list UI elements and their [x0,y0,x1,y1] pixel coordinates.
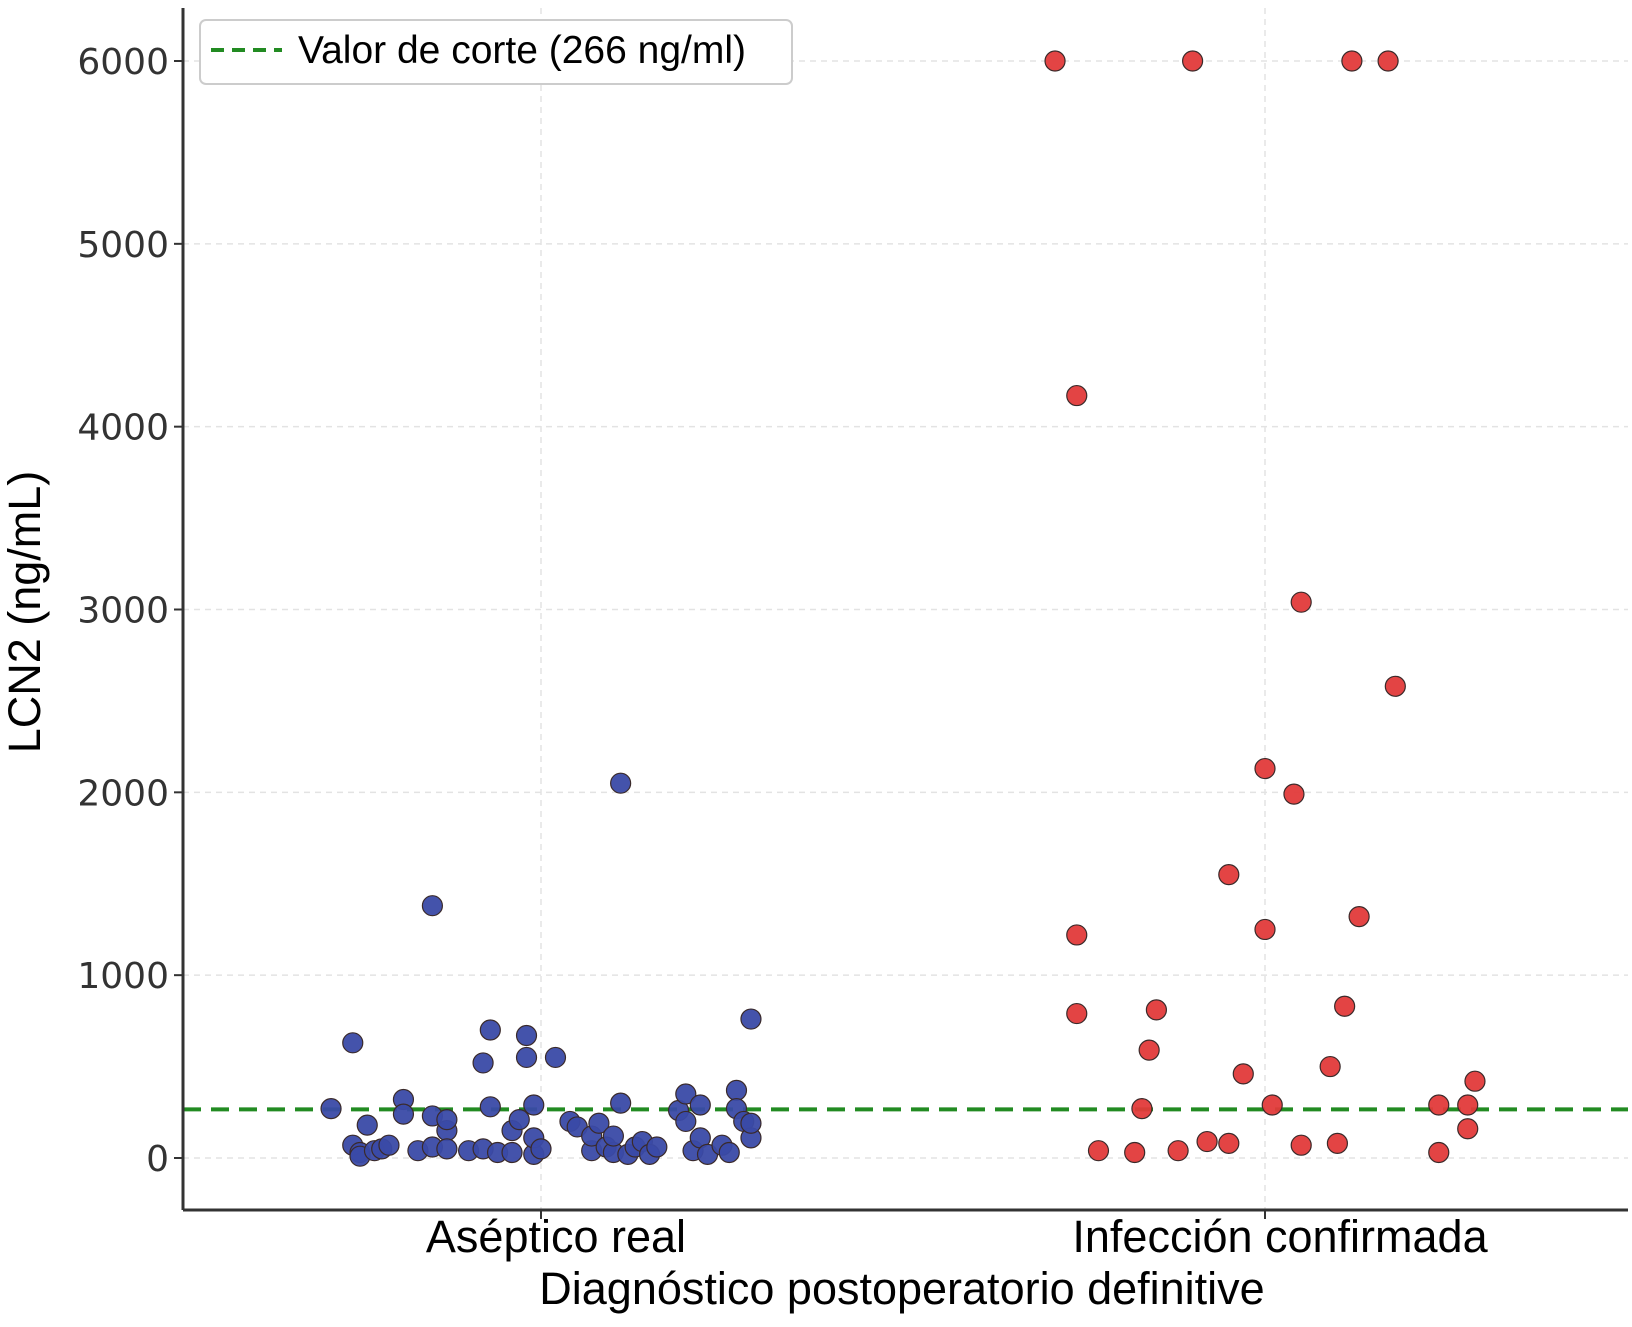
aseptic-point [479,1096,501,1118]
infection-point [1290,1134,1312,1156]
infection-point [1283,783,1305,805]
infection-point [1377,50,1399,72]
legend-cutoff-label: Valor de corte (266 ng/ml) [298,29,746,72]
aseptic-point [588,1112,610,1134]
aseptic-point [501,1141,523,1164]
infection-point [1066,924,1088,946]
aseptic-point [725,1079,748,1101]
infection-point [1218,864,1240,886]
infection-point [1428,1141,1450,1164]
infection-point [1341,50,1363,72]
infection-point [1218,1132,1240,1154]
aseptic-point [378,1134,400,1156]
axes [174,8,1628,1219]
x-tick-label: Aséptico real [426,1211,686,1262]
aseptic-point [646,1136,668,1158]
aseptic-point [515,1046,538,1069]
aseptic-point [544,1046,567,1069]
infection-point [1254,918,1276,941]
y-tick-label: 3000 [77,591,169,632]
infection-point [1254,757,1276,780]
legend-box [199,19,793,85]
aseptic-point [689,1094,711,1116]
infection-point [1044,50,1066,72]
infection-point [1066,384,1088,407]
x-tick-label: Infección confirmada [1072,1211,1488,1262]
aseptic-point [523,1094,545,1116]
aseptic-point [436,1109,458,1131]
infection-point [1196,1130,1218,1153]
infection-point [1384,675,1406,697]
aseptic-point [740,1008,762,1030]
aseptic-point [610,772,632,794]
aseptic-point [610,1092,632,1114]
infection-point [1087,1140,1110,1162]
y-tick-label: 1000 [77,956,169,997]
infection-point [1145,999,1168,1021]
infection-point [1131,1098,1153,1120]
aseptic-point [740,1112,762,1134]
y-tick-label: 4000 [77,408,169,449]
y-tick-label: 5000 [77,225,169,266]
infection-point [1464,1070,1486,1092]
aseptic-point [356,1114,378,1136]
aseptic-point [718,1141,740,1164]
y-tick-label: 6000 [77,42,169,83]
y-axis-title: LCN2 (ng/mL) [0,471,50,754]
legend: Valor de corte (266 ng/ml) [199,19,793,85]
infection-point [1232,1063,1254,1085]
infection-point [1326,1132,1349,1154]
aseptic-point [675,1083,697,1105]
data-points [320,50,1486,1167]
infection-point [1181,50,1204,72]
aseptic-point [602,1125,625,1147]
infection-point [1261,1094,1283,1116]
x-axis-title: Diagnóstico postoperatorio definitive [539,1263,1264,1314]
infection-point [1457,1118,1479,1140]
y-tick-label: 2000 [77,773,169,814]
aseptic-point [342,1032,364,1054]
infection-point [1138,1039,1160,1061]
infection-point [1124,1141,1146,1164]
tick-labels: 0 1000 2000 3000 4000 5000 6000 Aséptico real In… [77,42,1488,1262]
aseptic-point [392,1103,415,1125]
infection-point [1334,995,1356,1017]
infection-point [1290,591,1312,613]
aseptic-point [436,1138,458,1160]
aseptic-point [508,1109,530,1131]
infection-point [1348,906,1370,928]
infection-point [1319,1055,1341,1078]
aseptic-point [479,1019,501,1041]
aseptic-point [675,1110,697,1133]
infection-point [1428,1094,1450,1116]
aseptic-point [530,1138,552,1160]
aseptic-point [472,1052,494,1074]
infection-point [1457,1094,1479,1116]
aseptic-point [515,1024,538,1047]
y-tick-label: 0 [146,1139,169,1180]
infection-point [1167,1140,1189,1162]
infection-point [1066,1002,1088,1025]
grid [183,8,1628,1210]
aseptic-point [421,895,443,917]
aseptic-point [320,1098,342,1120]
